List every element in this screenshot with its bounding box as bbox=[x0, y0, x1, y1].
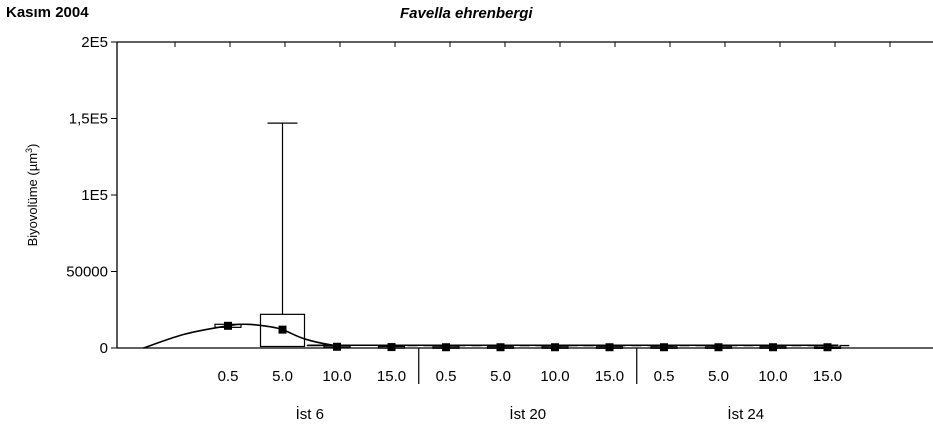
y-axis-label-close: ) bbox=[25, 144, 40, 148]
box bbox=[259, 313, 306, 348]
median-marker bbox=[823, 343, 832, 352]
median-marker bbox=[442, 343, 450, 352]
x-tick-label: 10.0 bbox=[758, 368, 787, 385]
median-marker bbox=[387, 343, 396, 352]
chart-title: Favella ehrenbergi bbox=[400, 5, 533, 22]
y-axis-label: Biyovolüme (µm3) bbox=[24, 144, 40, 247]
median-marker bbox=[551, 343, 559, 352]
x-tick-label: 5.0 bbox=[490, 368, 511, 385]
group-label: İst 20 bbox=[509, 405, 546, 423]
x-tick-label: 0.5 bbox=[436, 368, 457, 385]
median-marker bbox=[660, 343, 668, 352]
median-marker bbox=[496, 343, 505, 352]
y-tick-label: 1E5 bbox=[81, 187, 108, 204]
x-tick-label: 0.5 bbox=[218, 368, 239, 385]
x-tick-label: 15.0 bbox=[595, 368, 624, 385]
median-marker bbox=[769, 343, 777, 352]
x-tick-label: 10.0 bbox=[322, 368, 351, 385]
y-axis-label-sup: 3 bbox=[24, 148, 34, 153]
median-marker bbox=[333, 342, 341, 351]
y-tick-label: 50000 bbox=[66, 264, 108, 281]
median-marker bbox=[714, 343, 723, 352]
corner-label: Kasım 2004 bbox=[6, 4, 89, 21]
x-tick-label: 10.0 bbox=[540, 368, 569, 385]
y-axis-label-main: Biyovolüme (µm bbox=[25, 153, 40, 246]
x-tick-label: 0.5 bbox=[654, 368, 675, 385]
y-tick-label: 0 bbox=[100, 340, 108, 357]
median-marker bbox=[278, 325, 287, 334]
x-tick-label: 5.0 bbox=[272, 368, 293, 385]
smooth-curve bbox=[143, 323, 839, 349]
median-marker bbox=[224, 321, 232, 330]
labels-group: 0 50000 1E5 1,5E5 2E5 0.5 5.0 10.0 15.0 0.5 5.0 10.… bbox=[66, 34, 842, 423]
x-tick-label: 15.0 bbox=[377, 368, 406, 385]
y-tick-label: 1,5E5 bbox=[69, 111, 108, 128]
axes-group bbox=[111, 41, 933, 384]
x-tick-label: 15.0 bbox=[813, 368, 842, 385]
median-marker bbox=[605, 343, 614, 352]
group-label: İst 6 bbox=[296, 405, 324, 423]
marks-group bbox=[143, 122, 850, 352]
group-label: İst 24 bbox=[727, 405, 764, 423]
x-tick-label: 5.0 bbox=[708, 368, 729, 385]
y-tick-label: 2E5 bbox=[81, 34, 108, 51]
